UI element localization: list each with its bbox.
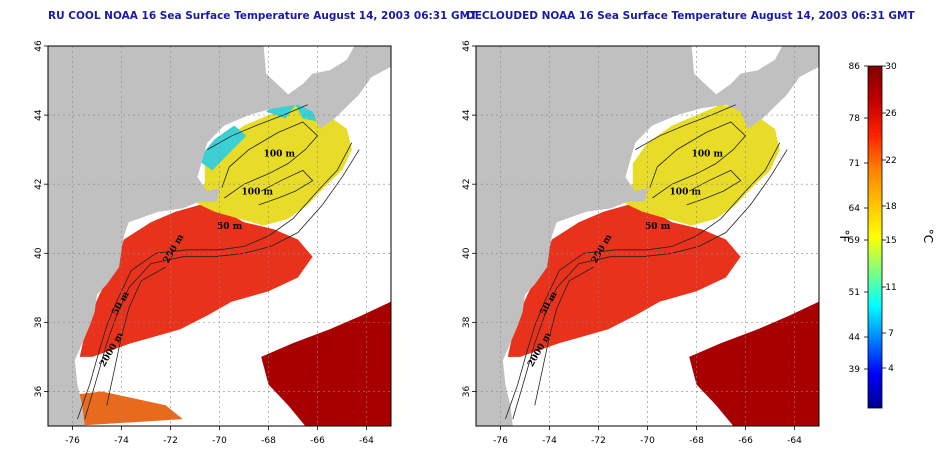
contour-label: 100 m: [242, 188, 274, 198]
warm-water-region: [507, 204, 741, 357]
lon-tick-label: -76: [493, 436, 508, 446]
gulf-stream-patch: [72, 391, 183, 426]
lon-tick-label: -72: [591, 436, 606, 446]
map-frame: [47, 45, 392, 427]
bathymetry-contour: [84, 149, 360, 420]
contour-label: 100 m: [264, 150, 296, 160]
lat-tick-label: 42: [462, 178, 472, 189]
lat-tick-label: 42: [34, 178, 44, 189]
lat-tick-label: 38: [462, 316, 472, 328]
lat-tick-label: 40: [34, 247, 44, 259]
land-mass: [476, 46, 819, 426]
map-frame: [475, 45, 820, 427]
lat-tick-label: 36: [34, 385, 44, 397]
celsius-tick-label: 15: [885, 236, 896, 246]
fahrenheit-tick-label: 86: [849, 62, 861, 72]
fahrenheit-tick-label: 44: [849, 333, 861, 343]
celsius-tick-label: 18: [885, 202, 897, 212]
fahrenheit-tick-label: 39: [849, 365, 861, 375]
fahrenheit-tick-label: 78: [849, 114, 861, 124]
warm-water-region: [79, 204, 313, 357]
celsius-tick-label: 4: [888, 364, 894, 374]
contour-label: 100 m: [692, 150, 724, 160]
bathymetry-contour: [505, 142, 781, 420]
bathymetry-contour: [106, 266, 166, 406]
bathymetry-contour: [649, 121, 747, 199]
lon-tick-label: -64: [787, 436, 802, 446]
left-panel-title: RU COOL NOAA 16 Sea Surface Temperature …: [48, 10, 478, 22]
contour-label: 100 m: [670, 188, 702, 198]
fahrenheit-tick-label: 64: [849, 204, 861, 214]
fahrenheit-tick-label: 51: [849, 288, 860, 298]
lon-tick-label: -70: [212, 436, 227, 446]
colorbar: 86 78 71 64 59 51 44 39 30 26 22 18 15 11 7 4 °F °C: [837, 62, 935, 409]
bathymetry-contour: [635, 104, 736, 150]
lon-tick-label: -64: [359, 436, 374, 446]
lon-tick-label: -66: [738, 436, 753, 446]
lon-tick-label: -68: [689, 436, 704, 446]
fahrenheit-tick-label: 71: [849, 159, 860, 169]
celsius-tick-label: 22: [885, 156, 896, 166]
bathymetry-contour: [258, 169, 314, 206]
cool-water-patch: [197, 125, 247, 171]
bathymetry-contour: [221, 121, 319, 199]
celsius-tick-label: 30: [885, 62, 897, 72]
lon-tick-label: -70: [640, 436, 655, 446]
lat-tick-label: 44: [462, 109, 472, 121]
bathymetry-contour: [512, 149, 788, 420]
lon-tick-label: -76: [65, 436, 80, 446]
bathymetry-contour: [77, 142, 353, 420]
lon-tick-label: -68: [261, 436, 276, 446]
lat-tick-label: 40: [462, 247, 472, 259]
shelf-water-region: [190, 104, 352, 226]
lat-tick-label: 36: [462, 385, 472, 397]
celsius-tick-label: 26: [885, 109, 897, 119]
bathymetry-contour: [534, 266, 594, 406]
lat-tick-label: 46: [34, 40, 44, 52]
fahrenheit-tick-label: 59: [849, 236, 861, 246]
lon-tick-label: -74: [114, 436, 129, 446]
lat-tick-label: 44: [34, 109, 44, 121]
colorbar-bar: [867, 65, 883, 409]
bathymetry-contour: [686, 169, 742, 206]
contour-label: 50 m: [217, 222, 243, 232]
lon-tick-label: -72: [163, 436, 178, 446]
lat-tick-label: 46: [462, 40, 472, 52]
gulf-stream-patch: [689, 301, 819, 426]
shelf-water-region: [618, 104, 780, 226]
lon-tick-label: -66: [310, 436, 325, 446]
celsius-unit-label: °C: [921, 229, 935, 243]
celsius-tick-label: 7: [888, 329, 894, 339]
land-mass: [48, 46, 391, 426]
lon-tick-label: -74: [542, 436, 557, 446]
lat-tick-label: 38: [34, 316, 44, 328]
contour-label: 50 m: [645, 222, 671, 232]
right-panel-title: DECLOUDED NOAA 16 Sea Surface Temperatur…: [466, 10, 915, 22]
gulf-stream-patch: [261, 301, 391, 426]
bathymetry-contour: [207, 104, 308, 150]
celsius-tick-label: 11: [885, 283, 896, 293]
fahrenheit-unit-label: °F: [837, 230, 851, 243]
